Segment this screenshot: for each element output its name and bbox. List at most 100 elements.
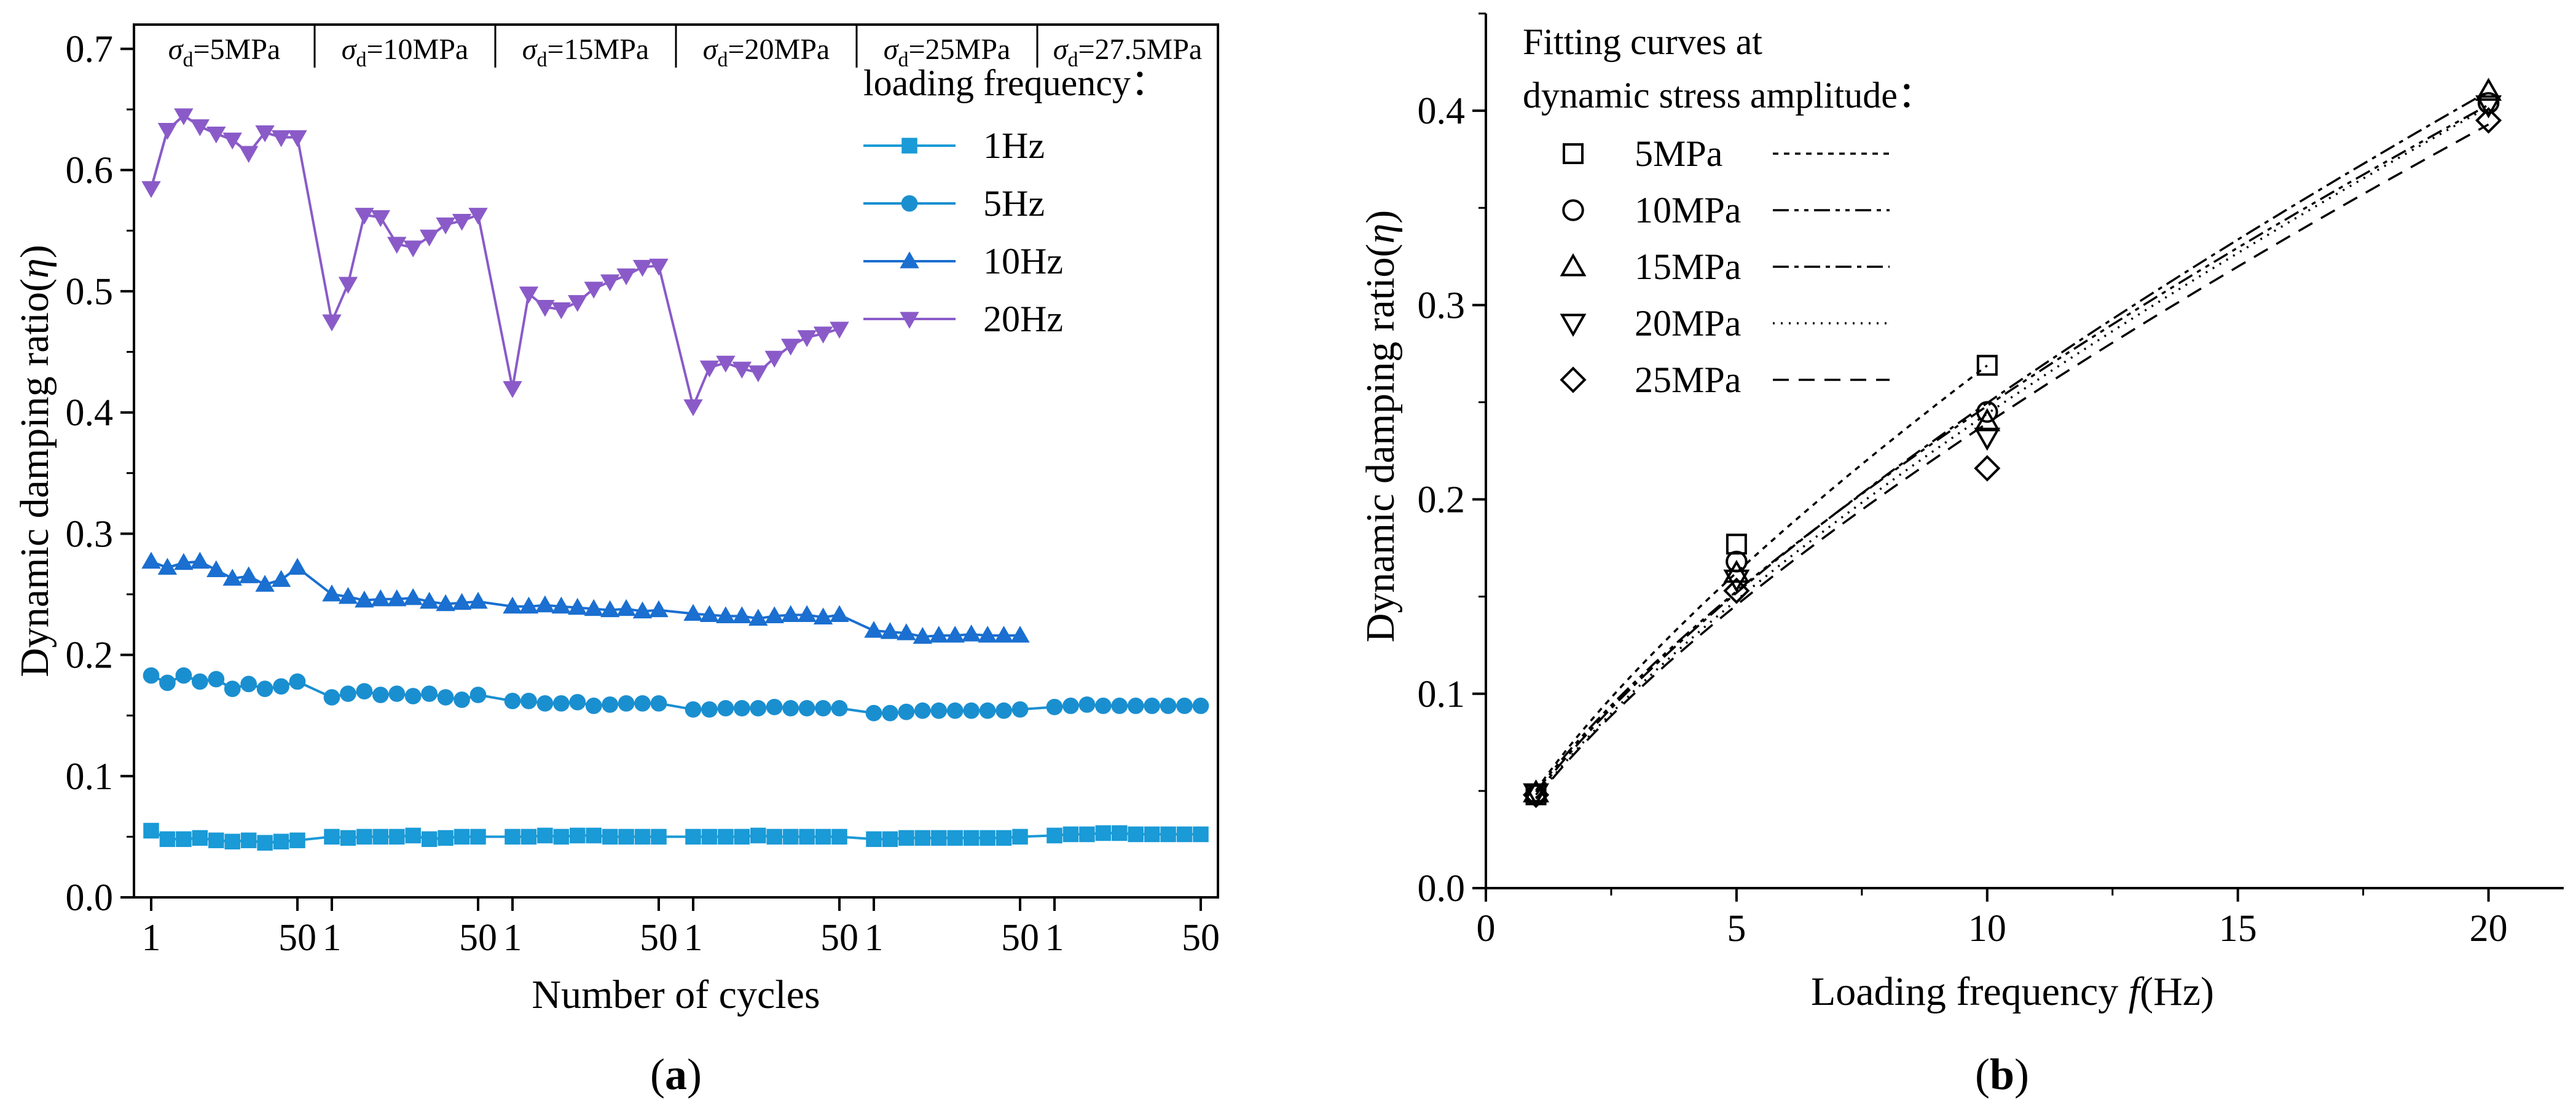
data-point-10Hz	[157, 557, 178, 575]
data-point-1Hz	[586, 827, 602, 844]
data-point-5Hz	[289, 673, 306, 690]
data-point-1Hz	[224, 833, 240, 850]
fit-curve-15MPa	[1535, 90, 2489, 796]
data-point-1Hz	[831, 829, 847, 845]
y-axis-title-part: η	[1358, 224, 1403, 244]
data-point-5Hz	[404, 688, 422, 704]
series-5MPa	[1525, 355, 1998, 806]
data-point-20Hz	[271, 130, 291, 148]
data-point-5Hz	[191, 673, 208, 690]
data-point-25MPa	[1723, 577, 1750, 604]
data-point-10Hz	[683, 604, 703, 621]
legend-label: 5MPa	[1635, 133, 1722, 174]
y-tick-label: 0.4	[1418, 90, 1466, 132]
y-tick-label: 0.4	[66, 392, 114, 434]
data-point-10Hz	[568, 597, 587, 615]
paren: (	[1975, 1050, 1990, 1099]
stage-subscript: d	[1067, 49, 1078, 71]
x-tick-label: 20	[2470, 908, 2508, 950]
fit-curve-10MPa	[1535, 104, 2489, 793]
x-axis-title-part: Loading frequency	[1811, 969, 2129, 1014]
x-tick-label: 50	[1182, 917, 1220, 959]
legend-title: loading frequency：	[863, 63, 1168, 103]
data-point-10Hz	[929, 626, 949, 643]
x-tick-label: 0	[1477, 908, 1496, 950]
data-point-5Hz	[340, 685, 356, 703]
data-point-25MPa	[1523, 781, 1550, 808]
data-point-20Hz	[157, 123, 178, 140]
data-point-1Hz	[634, 829, 651, 845]
data-point-5Hz	[963, 702, 980, 719]
data-point-10Hz	[649, 600, 669, 618]
data-point-10Hz	[387, 589, 407, 607]
data-point-10Hz	[616, 599, 636, 616]
data-point-10Hz	[584, 599, 603, 616]
data-point-20Hz	[813, 326, 833, 344]
x-tick-label: 50	[278, 917, 316, 959]
stage-label: σd=25MPa	[884, 33, 1010, 71]
data-point-20Hz	[174, 108, 194, 125]
data-point-1Hz	[1046, 827, 1062, 844]
data-point-20Hz	[503, 381, 522, 398]
legend-marker	[900, 312, 919, 329]
stage-value: =10MPa	[366, 33, 468, 66]
data-point-5Hz	[175, 667, 192, 684]
data-point-10Hz	[748, 608, 768, 626]
stage-subscript: d	[717, 49, 728, 71]
data-point-10Hz	[403, 588, 423, 605]
data-point-1Hz	[553, 829, 570, 845]
fit-curve-5MPa	[1535, 364, 1988, 791]
data-point-1Hz	[882, 831, 898, 848]
series-20Hz	[143, 108, 849, 417]
data-point-20Hz	[255, 125, 275, 143]
data-point-1Hz	[1062, 826, 1079, 843]
legend-marker	[1560, 253, 1587, 277]
legend-marker	[1560, 313, 1587, 337]
data-point-10Hz	[190, 551, 210, 569]
data-point-20Hz	[716, 355, 736, 373]
series-connector-1Hz	[151, 829, 1201, 844]
data-point-1Hz	[389, 829, 405, 845]
data-point-5Hz	[650, 695, 667, 712]
data-point-20Hz	[616, 268, 636, 286]
data-point-1Hz	[1193, 826, 1209, 843]
x-axis-title-part: (Hz)	[2140, 969, 2214, 1014]
legend-label: 20Hz	[983, 299, 1063, 339]
x-tick-label: 15	[2219, 908, 2257, 950]
data-point-10Hz	[716, 606, 736, 623]
data-point-1Hz	[372, 829, 389, 845]
data-point-5Hz	[798, 699, 815, 717]
data-point-1Hz	[159, 831, 176, 848]
data-point-25MPa	[2475, 107, 2502, 134]
data-point-10Hz	[535, 595, 555, 613]
legend-title-line1: Fitting curves at	[1523, 22, 1762, 62]
data-point-10Hz	[371, 589, 391, 607]
data-point-10Hz	[961, 624, 981, 642]
data-point-1Hz	[799, 829, 815, 845]
data-point-1Hz	[1160, 826, 1176, 843]
data-point-5Hz	[552, 695, 570, 712]
data-point-10Hz	[945, 626, 965, 643]
y-axis-title: Dynamic damping ratio(η)	[12, 245, 57, 677]
data-point-5Hz	[388, 685, 406, 703]
data-point-5Hz	[750, 699, 767, 717]
series-15MPa	[1523, 77, 2502, 803]
data-point-20Hz	[387, 237, 407, 254]
y-tick-label: 0.1	[66, 756, 114, 798]
x-tick-label: 1	[503, 917, 522, 959]
data-point-5Hz	[208, 671, 225, 688]
data-point-5Hz	[356, 683, 373, 700]
y-axis-title-part: )	[12, 245, 57, 258]
y-tick-label: 0.0	[66, 877, 114, 919]
data-point-10Hz	[322, 585, 342, 602]
stage-sigma: σ	[342, 33, 358, 66]
data-point-5Hz	[437, 689, 454, 706]
data-point-10Hz	[764, 606, 784, 623]
data-point-5Hz	[1127, 698, 1144, 714]
data-point-20Hz	[519, 286, 539, 304]
series-20MPa	[1523, 95, 2502, 807]
data-point-10Hz	[978, 626, 997, 643]
data-point-5Hz	[1011, 701, 1029, 718]
stage-sigma: σ	[1053, 33, 1069, 66]
